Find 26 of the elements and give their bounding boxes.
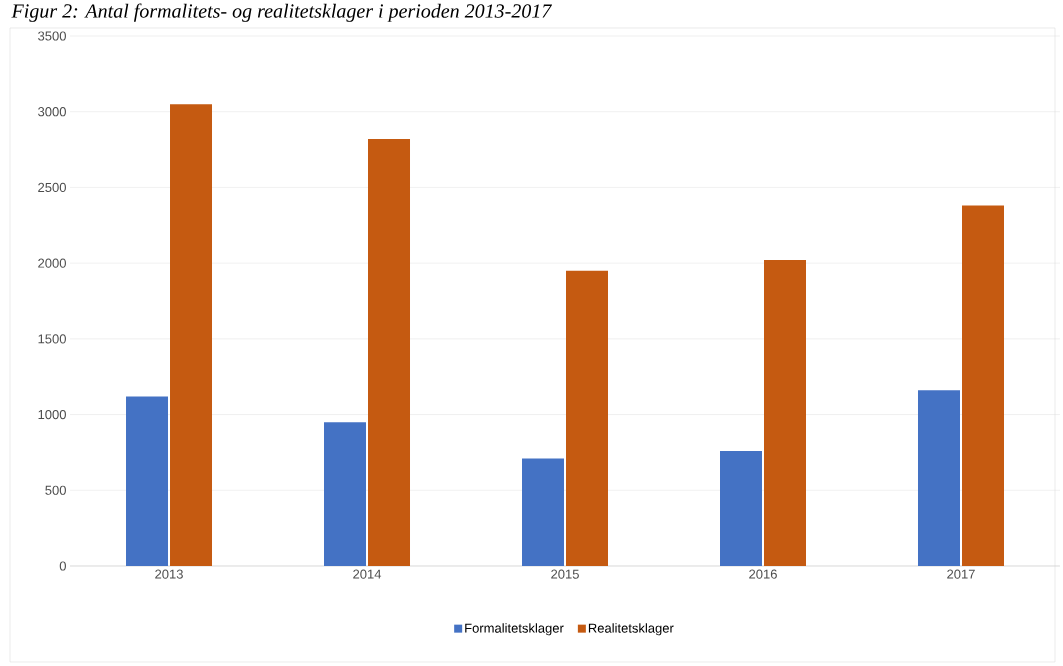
x-tick-label: 2014 (353, 569, 382, 579)
bar (522, 458, 564, 566)
y-tick-label: 3500 (38, 31, 66, 41)
x-tick-label: 2016 (749, 569, 777, 579)
bar (566, 270, 608, 566)
x-tick-label: 2015 (551, 569, 579, 579)
x-tick-label: 2013 (155, 569, 183, 579)
bar (324, 422, 367, 566)
y-tick-label: 1000 (38, 409, 66, 420)
y-tick-label: 0 (59, 561, 66, 571)
y-tick-label: 2500 (38, 182, 66, 193)
legend-label: Realitetsklager (588, 623, 674, 636)
bar (368, 138, 411, 566)
bar (720, 450, 762, 566)
y-tick-label: 500 (45, 485, 66, 495)
y-tick-label: 3000 (38, 107, 66, 117)
bar (918, 390, 960, 566)
bar (962, 205, 1004, 566)
legend-label: Formalitetsklager (465, 623, 564, 636)
y-tick-label: 1500 (38, 334, 66, 344)
x-tick-label: 2017 (947, 569, 975, 579)
chart-title: Figur 2: Antal formalitets- og realitetsklager i perioden 2013-2017 (11, 3, 553, 22)
bar (126, 396, 169, 566)
bar (170, 104, 213, 566)
bar (764, 260, 806, 566)
y-tick-label: 2000 (38, 258, 66, 268)
